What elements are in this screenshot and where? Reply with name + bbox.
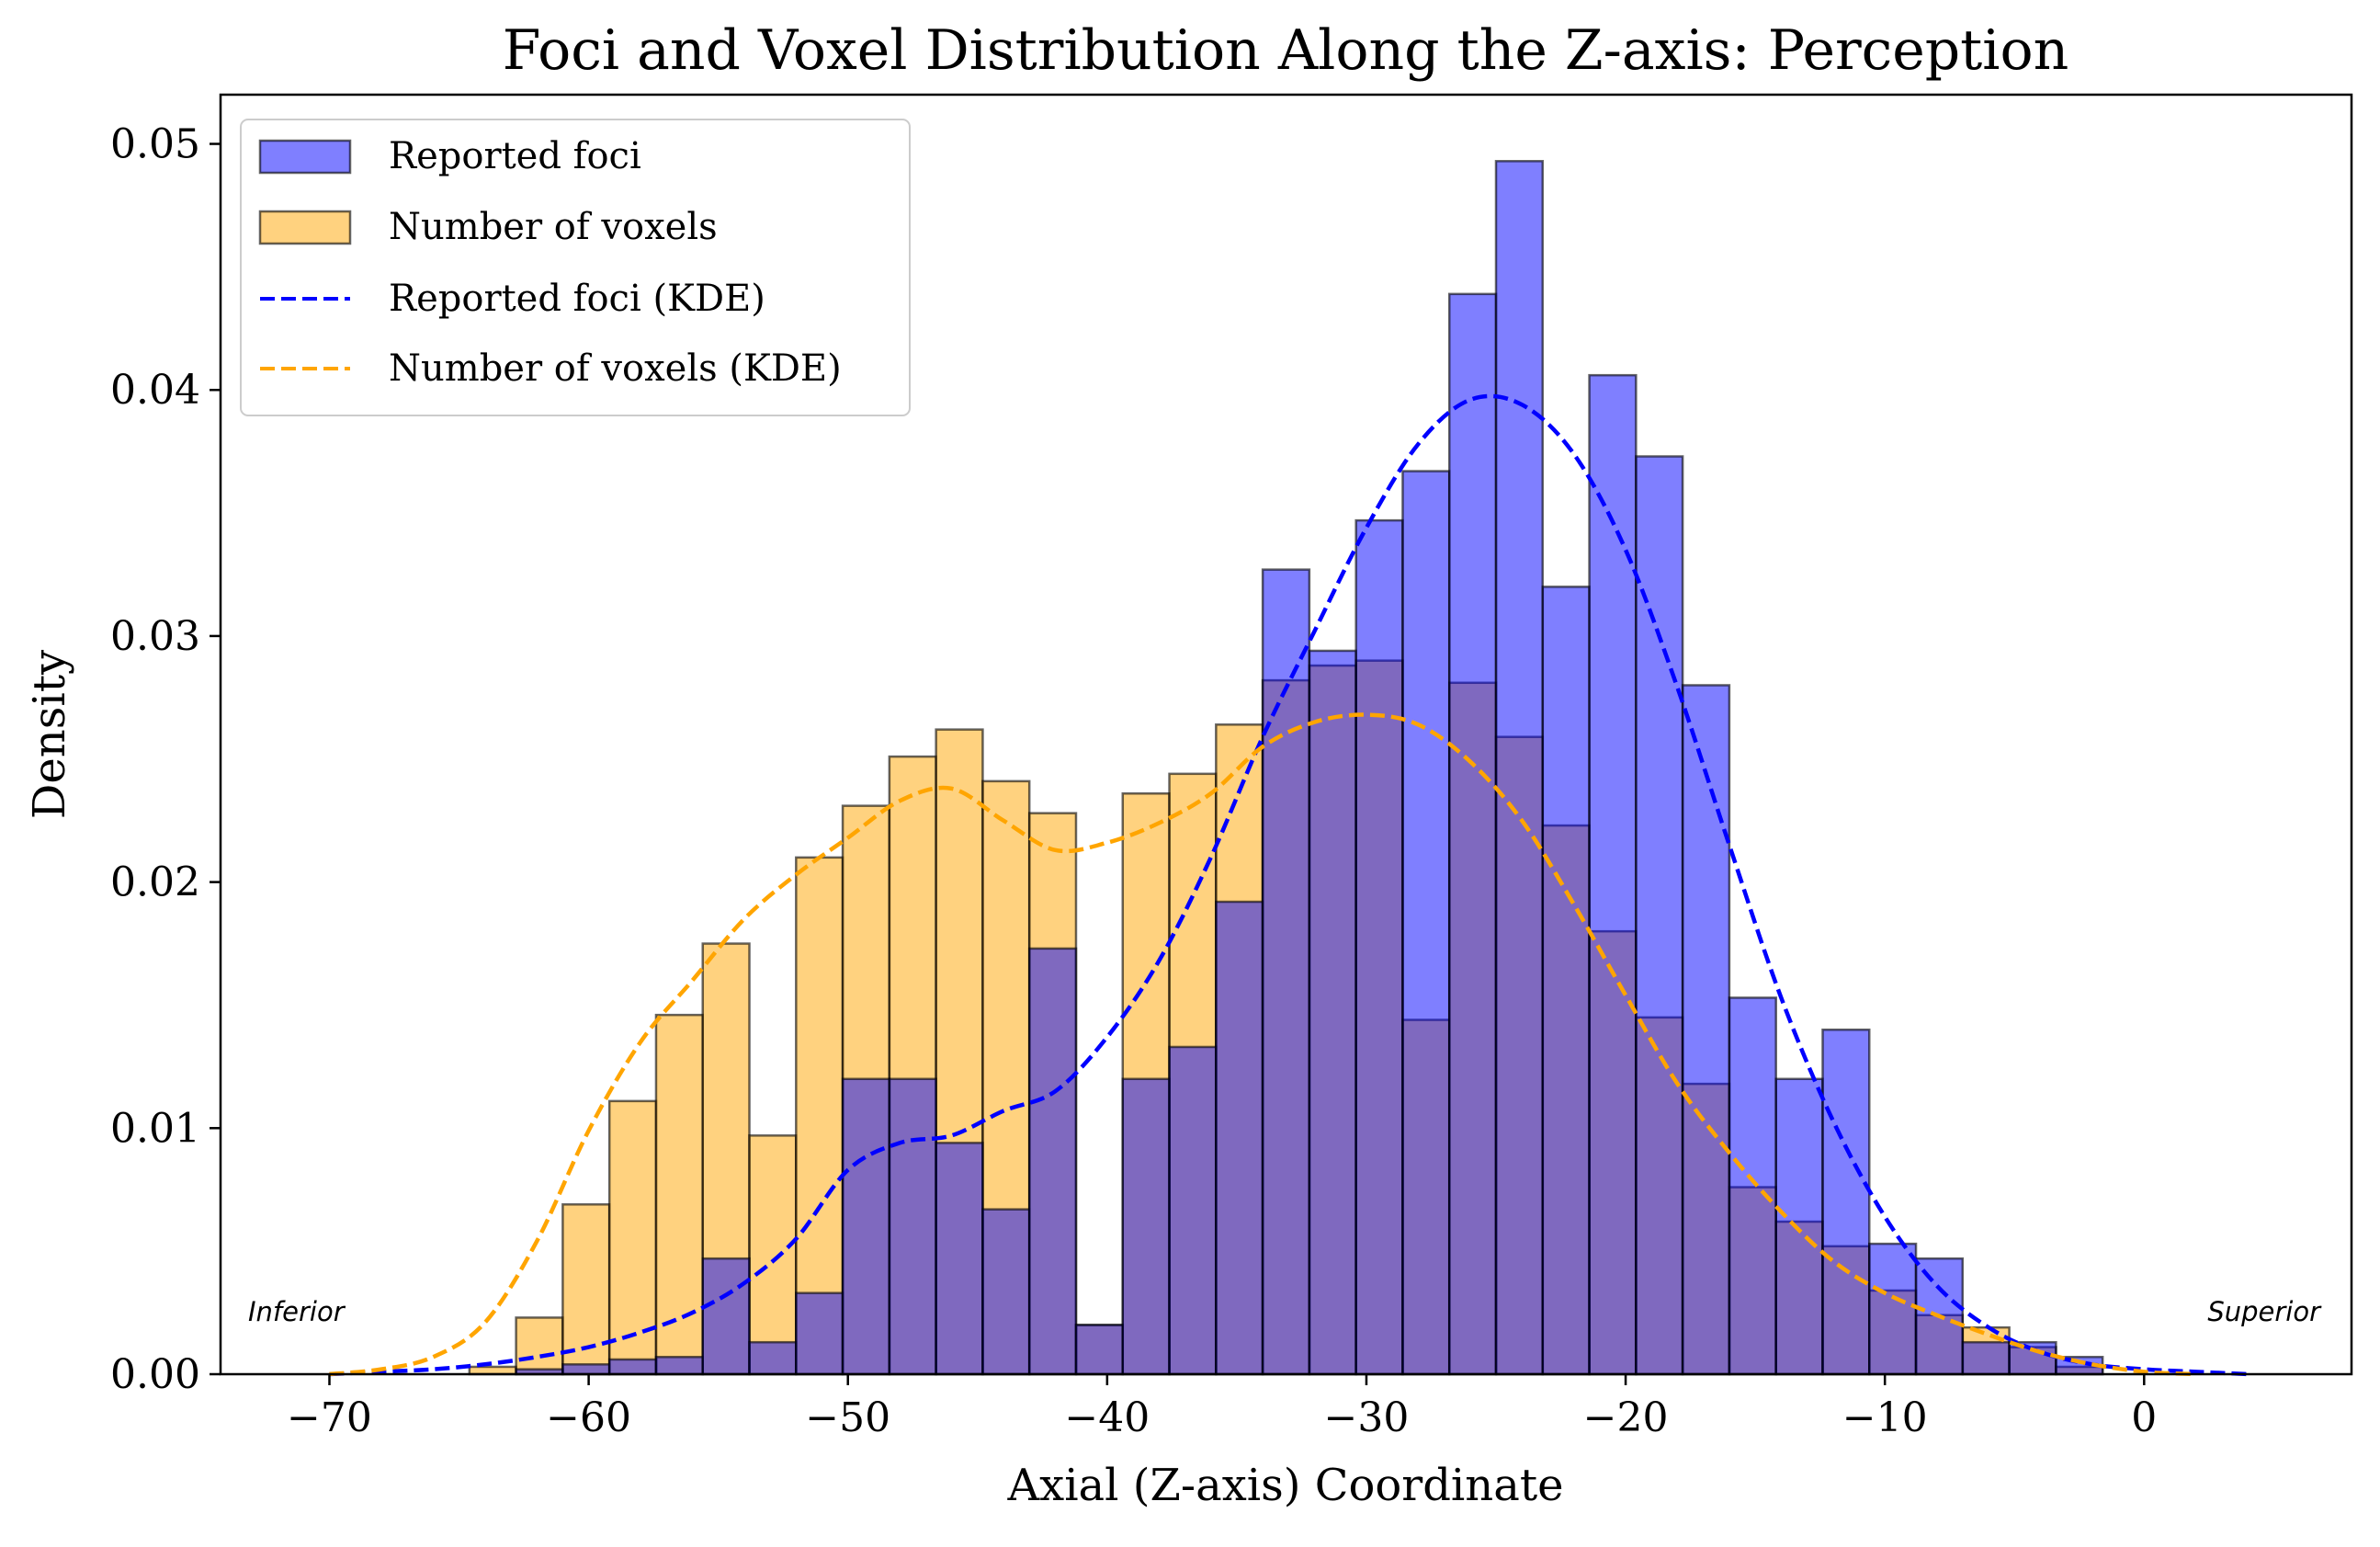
voxels-kde-line [329,712,2196,1377]
foci-histogram-bar [935,1142,984,1376]
foci-histogram-bar [1635,455,1684,1376]
foci-histogram-bar [1541,586,1591,1376]
legend-label-voxels-kde: Number of voxels (KDE) [389,347,842,390]
y-axis: 0.00 0.01 0.02 0.03 0.04 0.05 [110,121,221,1398]
foci-histogram-bar [1868,1242,1918,1376]
foci-histogram-bar [1027,947,1078,1376]
annotation-inferior: Inferior [248,1296,346,1327]
x-axis-label: Axial (Z-axis) Coordinate [1006,1460,1563,1511]
foci-histogram-bar [1354,518,1404,1376]
y-axis-label: Density [24,650,75,819]
legend-label-foci: Reported foci [389,135,641,177]
foci-histogram-bar [1121,1077,1171,1376]
foci-histogram-bar [841,1077,891,1376]
foci-histogram-bar [1447,292,1498,1376]
x-tick-label: 0 [2131,1394,2157,1441]
foci-histogram-bar [607,1358,658,1376]
foci-histogram-bar [1168,1045,1218,1376]
legend-label-foci-kde: Reported foci (KDE) [389,278,765,320]
kde-curves [329,393,2249,1377]
foci-histogram-bar [1681,684,1731,1376]
x-tick-label: −70 [287,1394,372,1441]
voxel-histogram-bar [515,1316,564,1376]
foci-histogram-bar [1308,649,1357,1376]
x-tick-label: −20 [1583,1394,1669,1441]
voxel-histogram-bar [748,1134,798,1376]
y-tick-label: 0.03 [110,613,200,660]
legend-swatch-voxels [258,210,352,245]
x-tick-label: −30 [1324,1394,1410,1441]
y-tick-label: 0.05 [110,121,200,168]
legend-box [240,119,911,416]
foci-histogram-bar [1215,900,1264,1376]
foci-histogram-bar [1074,1324,1125,1376]
plot-frame [219,93,2353,1376]
x-tick-label: −10 [1842,1394,1928,1441]
foci-histogram-bar [981,1208,1031,1376]
legend: Reported foci Number of voxels Reported … [240,119,911,416]
foci-histogram-bar [1588,373,1638,1376]
foci-histogram-bar [1961,1340,2011,1376]
x-tick-label: −50 [805,1394,890,1441]
foci-histogram-bar [1728,996,1777,1376]
x-axis: −70 −60 −50 −40 −30 −20 −10 0 [287,1374,2157,1441]
x-tick-label: −60 [546,1394,631,1441]
chart-title: Foci and Voxel Distribution Along the Z-… [503,18,2068,83]
y-tick-label: 0.01 [110,1105,200,1152]
legend-swatch-foci [258,139,352,175]
foci-histogram-bar [795,1291,844,1376]
foci-histogram-bar [701,1257,751,1376]
y-tick-label: 0.00 [110,1351,200,1398]
foci-histogram-bar [1494,160,1545,1376]
foci-histogram-bar [748,1340,798,1376]
foci-histogram-bar [1821,1028,1871,1376]
voxel-histogram-bar [654,1013,704,1376]
foci-histogram-bar [1774,1077,1824,1376]
x-tick-label: −40 [1064,1394,1150,1441]
y-tick-label: 0.02 [110,859,200,906]
legend-label-voxels: Number of voxels [389,206,718,248]
foci-histogram-bar [888,1077,937,1376]
foci-histogram-bar [654,1356,704,1376]
annotation-superior: Superior [2207,1296,2322,1327]
y-tick-label: 0.04 [110,367,200,414]
foci-histogram-bar [1401,470,1451,1376]
foci-histogram-bar [561,1363,611,1376]
